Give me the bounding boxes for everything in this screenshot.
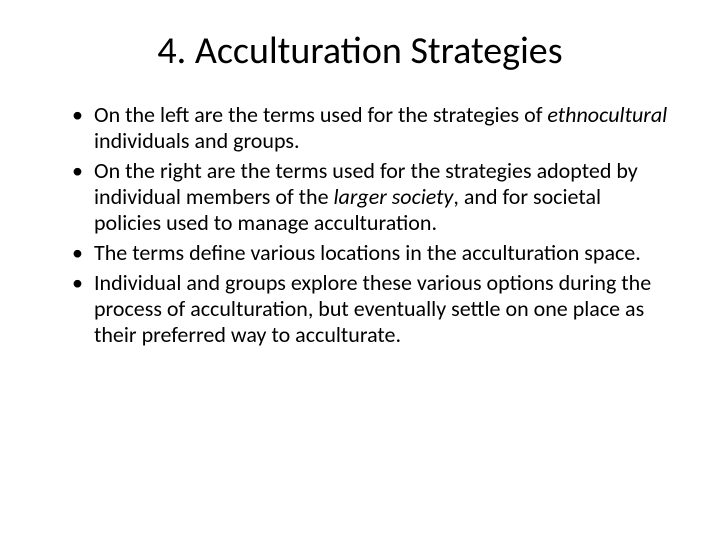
bullet-text-em: ethnocultural [547, 101, 667, 128]
bullet-text-pre: On the left are the terms used for the s… [94, 101, 547, 128]
list-item: On the left are the terms used for the s… [72, 102, 672, 154]
bullet-list: On the left are the terms used for the s… [48, 102, 672, 348]
list-item: Individual and groups explore these vari… [72, 270, 672, 348]
slide: 4. Acculturation Strategies On the left … [0, 0, 720, 540]
list-item: The terms define various locations in th… [72, 240, 672, 266]
bullet-text-pre: The terms define various locations in th… [94, 239, 641, 266]
bullet-text-post: individuals and groups. [94, 127, 300, 154]
bullet-text-em: larger society [334, 183, 454, 210]
slide-title: 4. Acculturation Strategies [48, 28, 672, 74]
bullet-text-pre: Individual and groups explore these vari… [94, 269, 651, 348]
list-item: On the right are the terms used for the … [72, 158, 672, 236]
